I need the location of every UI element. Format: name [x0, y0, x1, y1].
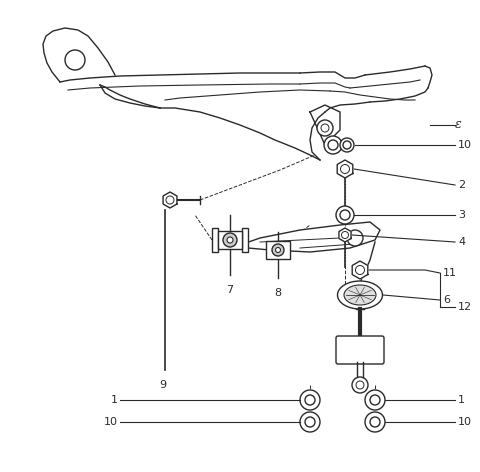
- Text: 3: 3: [458, 210, 465, 220]
- Text: 12: 12: [458, 302, 472, 312]
- Circle shape: [324, 136, 342, 154]
- Text: 10: 10: [104, 417, 118, 427]
- Polygon shape: [339, 228, 351, 242]
- Text: 10: 10: [458, 417, 472, 427]
- Bar: [266, 241, 290, 259]
- Circle shape: [276, 247, 280, 253]
- Polygon shape: [163, 192, 177, 208]
- Circle shape: [365, 412, 385, 432]
- Text: ε: ε: [455, 118, 462, 132]
- Text: 8: 8: [275, 288, 282, 298]
- Text: 9: 9: [159, 380, 167, 390]
- Circle shape: [340, 138, 354, 152]
- Text: 1: 1: [111, 395, 118, 405]
- Polygon shape: [240, 222, 380, 252]
- FancyBboxPatch shape: [336, 336, 384, 364]
- Circle shape: [352, 377, 368, 393]
- Ellipse shape: [344, 285, 376, 305]
- Circle shape: [223, 233, 237, 247]
- Bar: [218, 231, 242, 249]
- Circle shape: [65, 50, 85, 70]
- Text: 6: 6: [443, 295, 450, 305]
- Circle shape: [227, 237, 233, 243]
- Bar: [212, 228, 218, 252]
- Polygon shape: [337, 160, 353, 178]
- Text: 7: 7: [227, 285, 234, 295]
- Text: 10: 10: [458, 140, 472, 150]
- Text: 2: 2: [458, 180, 465, 190]
- Circle shape: [365, 390, 385, 410]
- Circle shape: [300, 390, 320, 410]
- Text: 1: 1: [458, 395, 465, 405]
- Polygon shape: [352, 261, 368, 279]
- Circle shape: [317, 120, 333, 136]
- Circle shape: [347, 230, 363, 246]
- Circle shape: [272, 244, 284, 256]
- Bar: [242, 228, 248, 252]
- Circle shape: [336, 206, 354, 224]
- Circle shape: [300, 412, 320, 432]
- Text: 4: 4: [458, 237, 465, 247]
- Ellipse shape: [337, 281, 383, 309]
- Text: 11: 11: [443, 268, 457, 278]
